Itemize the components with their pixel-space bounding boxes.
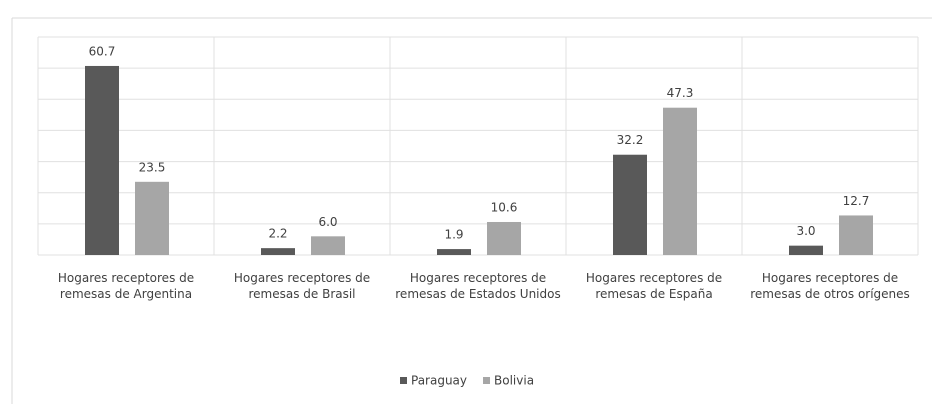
- data-label: 32.2: [617, 133, 644, 147]
- bar: [663, 107, 697, 256]
- data-label: 47.3: [667, 86, 694, 100]
- bar: [311, 236, 345, 255]
- legend-label: Bolivia: [494, 374, 534, 388]
- bar: [613, 154, 647, 255]
- bar: [487, 221, 521, 255]
- data-label: 12.7: [843, 194, 870, 208]
- data-label: 3.0: [796, 224, 815, 238]
- x-tick-label: Hogares receptores de remesas de España: [585, 271, 723, 301]
- bar: [261, 248, 295, 255]
- x-tick-label: Hogares receptores de remesas de otros o…: [750, 271, 910, 301]
- bar: [789, 245, 823, 255]
- data-label: 10.6: [491, 200, 518, 214]
- bar: [85, 65, 119, 255]
- x-tick-label: Hogares receptores de remesas de Brasil: [233, 271, 371, 301]
- data-label: 60.7: [89, 44, 116, 58]
- legend-label: Paraguay: [411, 374, 467, 388]
- bar: [437, 249, 471, 255]
- bar: [135, 181, 169, 255]
- data-label: 2.2: [268, 227, 287, 241]
- data-label: 6.0: [318, 215, 337, 229]
- data-label: 1.9: [444, 228, 463, 242]
- legend-swatch: [483, 377, 491, 384]
- data-label: 23.5: [139, 160, 166, 174]
- bar: [839, 215, 873, 255]
- x-tick-label: Hogares receptores de remesas de Argenti…: [57, 271, 195, 301]
- legend-swatch: [400, 377, 407, 384]
- x-tick-label: Hogares receptores de remesas de Estados…: [395, 271, 561, 301]
